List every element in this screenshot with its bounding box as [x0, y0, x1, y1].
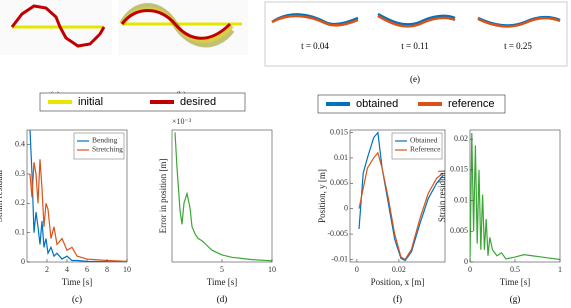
x-tick-label: 2 [45, 265, 49, 274]
plot-area [171, 129, 273, 263]
x-axis-label: Time [s] [207, 277, 237, 287]
series-line [470, 133, 560, 262]
plot [470, 133, 560, 262]
legend-label: initial [78, 96, 103, 108]
y-tick-label: -0.005 [327, 229, 348, 238]
legend-frame [73, 132, 125, 160]
legend-label: Obtained [410, 136, 438, 145]
y-exponent: ×10⁻³ [172, 117, 192, 126]
plot [358, 131, 444, 262]
legend-frame [391, 132, 443, 160]
legend-label: reference [448, 98, 494, 110]
series-line [358, 151, 444, 261]
legend-frame [39, 92, 246, 112]
y-tick-label: 0.1 [15, 227, 25, 236]
chart: 5 10 Time [s] Error in position [m] ×10⁻³ (d) [158, 117, 276, 304]
panel-e-illustration [271, 12, 561, 28]
x-tick-label: 4 [65, 265, 69, 274]
y-tick-label: 0.01 [334, 153, 348, 162]
series-line [174, 132, 272, 262]
plot-area [469, 129, 561, 263]
y-axis-label: Strain residual [0, 169, 4, 222]
chart: 2 4 6 8 10 0 0.1 0.2 0.3 0.4 Time [s] Strain residu… [0, 129, 131, 304]
y-tick-label: 0.2 [15, 198, 25, 207]
series-line [29, 130, 127, 262]
chart: 0 0.02 -0.01 -0.005 0 0.005 0.01 0.015 Position,… [317, 127, 446, 304]
y-tick-label: 0.005 [450, 226, 468, 235]
x-tick-label: 8 [105, 265, 109, 274]
plot [174, 132, 272, 262]
legend-label: Reference [410, 145, 441, 154]
y-tick-label: 0.3 [15, 169, 25, 178]
y-tick-label: 0.01 [454, 195, 468, 204]
caption: (g) [510, 294, 521, 304]
time-label: t = 0.25 [504, 41, 532, 51]
y-tick-label: 0.4 [15, 139, 25, 148]
caption: (d) [217, 294, 228, 304]
x-tick-label: 0 [355, 265, 359, 274]
x-axis-label: Time [s] [62, 277, 92, 287]
panel-a-illustration [0, 0, 112, 55]
legend-label: Stretching [92, 145, 123, 154]
caption: (c) [72, 294, 82, 304]
y-axis-label: Strain residual [437, 169, 447, 222]
y-tick-label: 0 [464, 257, 468, 266]
x-tick-label: 6 [85, 265, 89, 274]
y-tick-label: -0.01 [331, 254, 348, 263]
time-label: t = 0.11 [401, 41, 429, 51]
y-axis-label: Error in position [m] [158, 159, 168, 234]
y-tick-label: 0 [344, 204, 348, 213]
time-label: t = 0.04 [301, 41, 329, 51]
series-line [358, 131, 444, 262]
y-axis-label: Position, y [m] [317, 169, 327, 223]
x-tick-label: 10 [268, 265, 276, 274]
x-tick-label: 10 [123, 265, 131, 274]
chart: 0 0.5 1 0 0.005 0.01 0.015 0.02 Time [s] Strain r… [437, 129, 562, 304]
x-tick-label: 1 [558, 265, 562, 274]
x-tick-label: 5 [220, 265, 224, 274]
legend-label: Bending [92, 136, 118, 145]
plot [29, 130, 127, 262]
y-tick-label: 0.015 [450, 165, 468, 174]
legend-label: obtained [356, 98, 398, 110]
x-axis-label: Time [s] [500, 277, 530, 287]
legend-frame [317, 94, 506, 114]
caption: (f) [393, 294, 402, 304]
y-tick-label: 0.015 [330, 127, 348, 136]
x-tick-label: 0.5 [510, 265, 520, 274]
series-line [29, 159, 127, 262]
panel-b-illustration [118, 0, 248, 55]
caption: (e) [410, 74, 420, 84]
y-tick-label: 0 [21, 257, 25, 266]
x-axis-label: Position, x [m] [371, 277, 425, 287]
x-tick-label: 0.02 [392, 265, 406, 274]
panel-e-frame [264, 1, 568, 67]
y-tick-label: 0.02 [454, 134, 468, 143]
y-tick-label: 0.005 [330, 178, 348, 187]
x-tick-label: 0 [468, 265, 472, 274]
legend-label: desired [180, 96, 216, 108]
